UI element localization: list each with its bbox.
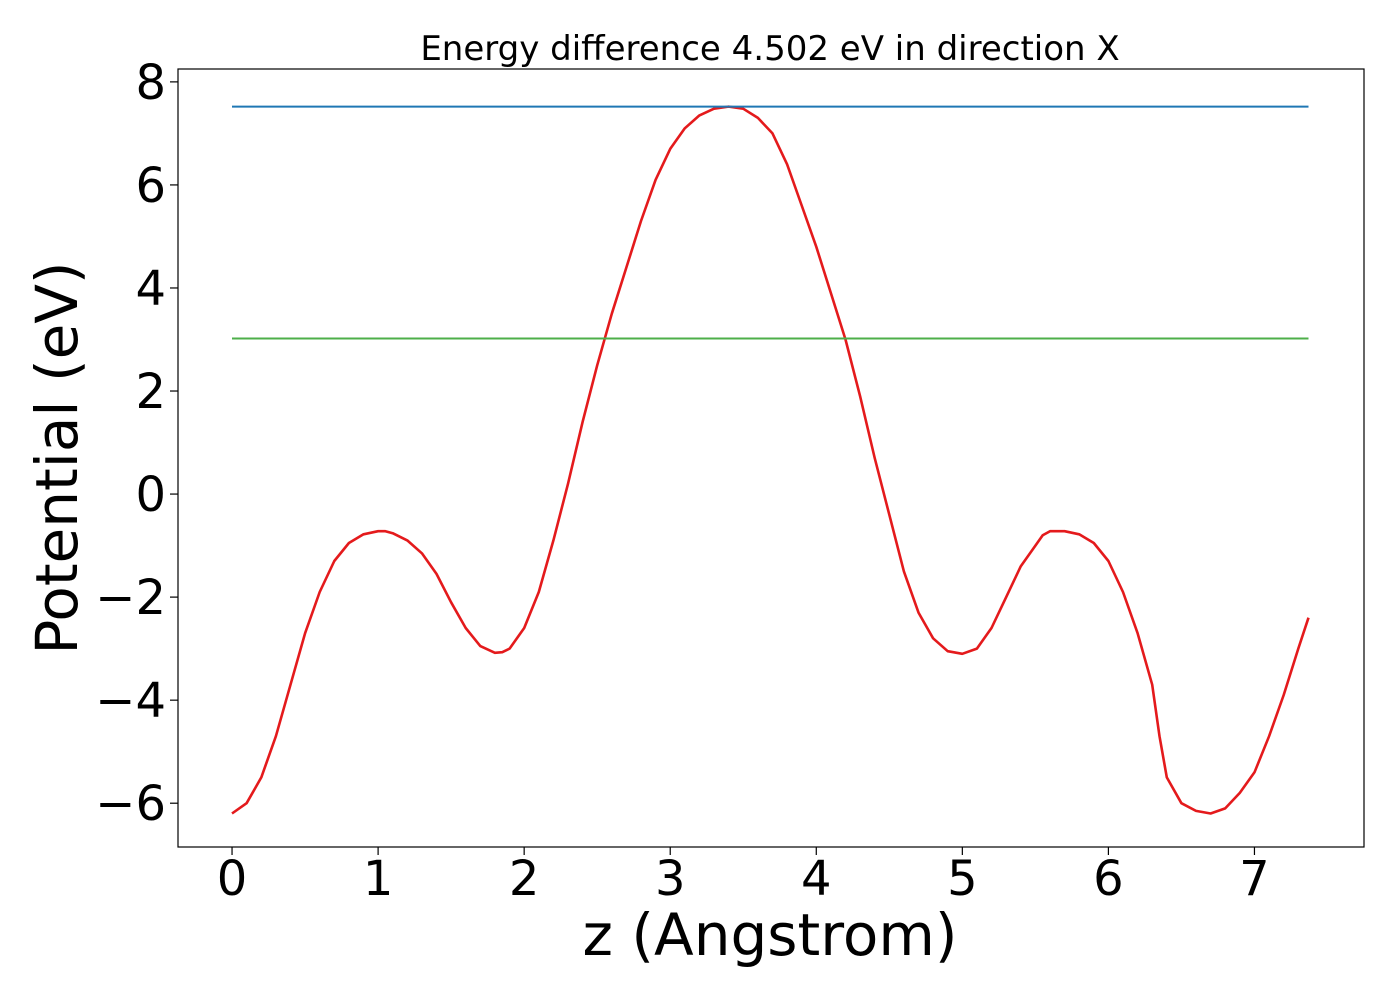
y-tick-label: 4	[135, 261, 166, 317]
x-tick-label: 2	[509, 851, 540, 907]
y-tick-label: −2	[95, 570, 166, 626]
plot-area-frame	[177, 68, 1365, 848]
y-tick-label: −6	[95, 776, 166, 832]
y-tick-label: 0	[135, 467, 166, 523]
series-layer	[231, 105, 1310, 815]
chart-title: Energy difference 4.502 eV in direction …	[420, 29, 1119, 69]
x-tick-label: 1	[363, 851, 394, 907]
x-axis-label: z (Angstrom)	[583, 901, 958, 969]
y-axis-ticks: −6 −4 −2 0 2 4 6 8	[95, 55, 178, 832]
y-axis-label: Potential (eV)	[23, 261, 91, 654]
x-axis-ticks: 0 1 2 3 4 5 6 7	[217, 847, 1270, 907]
y-tick-label: 8	[135, 55, 166, 111]
y-tick-label: 2	[135, 364, 166, 420]
y-tick-label: −4	[95, 673, 166, 729]
x-tick-label: 3	[655, 851, 686, 907]
potential-line	[231, 105, 1310, 815]
x-tick-label: 4	[801, 851, 832, 907]
x-tick-label: 6	[1093, 851, 1124, 907]
x-tick-label: 5	[947, 851, 978, 907]
x-tick-label: 0	[217, 851, 248, 907]
x-tick-label: 7	[1239, 851, 1270, 907]
y-tick-label: 6	[135, 158, 166, 214]
